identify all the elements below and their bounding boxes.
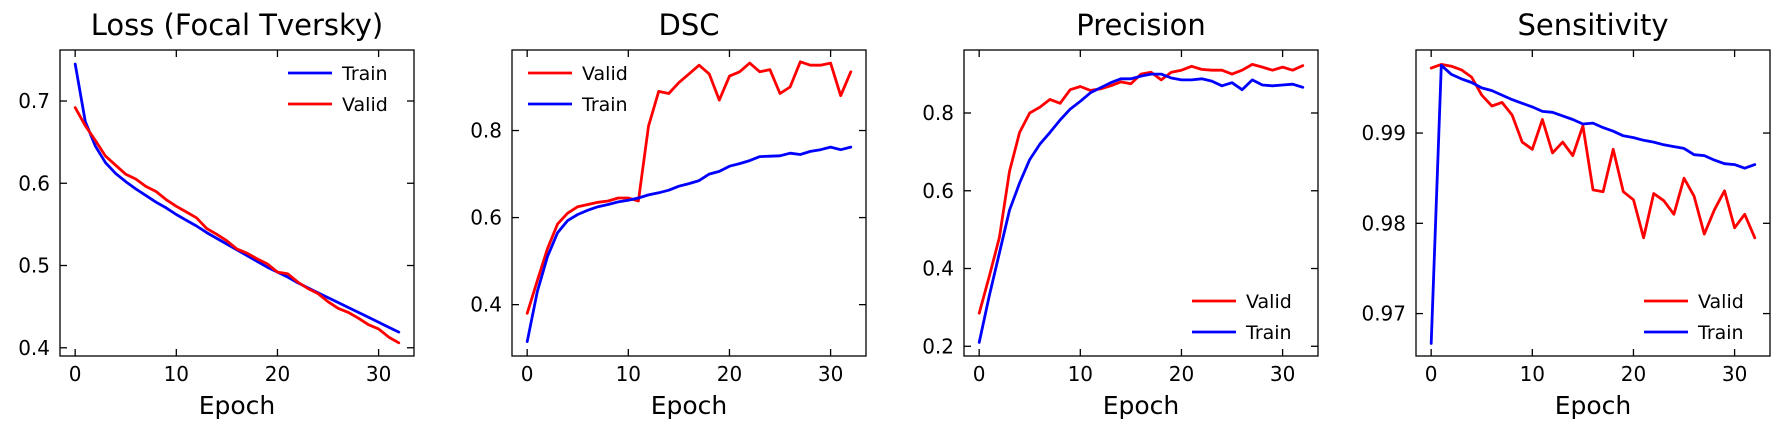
- series-line-train: [1429, 63, 1757, 345]
- legend-label: Valid: [342, 94, 388, 116]
- y-tick-label: 0.97: [1361, 302, 1406, 326]
- y-tick-label: 0.8: [922, 101, 954, 125]
- chart-title: DSC: [659, 8, 720, 42]
- chart-title: Sensitivity: [1518, 8, 1669, 42]
- x-tick-label: 20: [717, 362, 742, 386]
- chart-title: Loss (Focal Tversky): [91, 8, 384, 42]
- y-tick-label: 0.4: [922, 257, 954, 281]
- series-line-train: [525, 145, 853, 344]
- plot-frame: [59, 49, 415, 357]
- y-tick-label: 0.7: [18, 89, 50, 113]
- y-tick-label: 0.2: [922, 334, 954, 358]
- series-line-valid: [73, 106, 401, 345]
- chart-panel-3: Precision 0 10 20 30 0.2 0.4 0.6 0.8 Epoch Valid Tr…: [922, 8, 1319, 420]
- x-axis-label: Epoch: [1555, 391, 1632, 420]
- y-tick-label: 0.4: [470, 293, 502, 317]
- chart-title: Precision: [1076, 8, 1205, 42]
- x-tick-label: 30: [1722, 362, 1747, 386]
- legend-label: Valid: [582, 63, 628, 85]
- x-tick-label: 20: [1621, 362, 1646, 386]
- y-tick-label: 0.6: [470, 206, 502, 230]
- plot-frame: [1415, 49, 1771, 357]
- legend: Valid Train: [1192, 291, 1292, 344]
- y-tick-label: 0.99: [1361, 121, 1406, 145]
- x-axis-label: Epoch: [651, 391, 728, 420]
- y-tick-label: 0.8: [470, 119, 502, 143]
- x-tick-label: 30: [1270, 362, 1295, 386]
- x-axis-label: Epoch: [199, 391, 276, 420]
- series-line-valid: [1429, 63, 1757, 240]
- chart-panel-1: Loss (Focal Tversky) 0 10 20 30 0.4 0.5 0.6 0.7 E…: [18, 8, 415, 420]
- x-tick-label: 0: [1425, 362, 1438, 386]
- legend-label: Valid: [1698, 291, 1744, 313]
- x-axis-label: Epoch: [1103, 391, 1180, 420]
- y-tick-label: 0.98: [1361, 211, 1406, 235]
- legend-label: Train: [341, 63, 388, 85]
- legend: Valid Train: [528, 63, 628, 116]
- x-tick-label: 10: [1520, 362, 1545, 386]
- legend-label: Train: [1245, 322, 1292, 344]
- x-tick-label: 30: [818, 362, 843, 386]
- chart-panel-4: Sensitivity 0 10 20 30 0.97 0.98 0.99 Epoch Valid…: [1361, 8, 1771, 420]
- series-line-valid: [977, 63, 1305, 315]
- legend: Valid Train: [1644, 291, 1744, 344]
- legend-label: Valid: [1246, 291, 1292, 313]
- chart-panel-2: DSC 0 10 20 30 0.4 0.6 0.8 Epoch Valid Train: [470, 8, 867, 420]
- x-tick-label: 0: [69, 362, 82, 386]
- legend: Train Valid: [288, 63, 388, 116]
- x-tick-label: 10: [164, 362, 189, 386]
- plot-frame: [963, 49, 1319, 357]
- x-tick-label: 20: [265, 362, 290, 386]
- y-tick-label: 0.5: [18, 254, 50, 278]
- series-line-train: [977, 72, 1305, 344]
- legend-label: Train: [581, 94, 628, 116]
- legend-label: Train: [1697, 322, 1744, 344]
- x-tick-label: 20: [1169, 362, 1194, 386]
- x-tick-label: 30: [366, 362, 391, 386]
- y-tick-label: 0.6: [922, 179, 954, 203]
- x-tick-label: 10: [616, 362, 641, 386]
- plot-frame: [511, 49, 867, 357]
- x-tick-label: 0: [521, 362, 534, 386]
- series-line-valid: [525, 60, 853, 315]
- y-tick-label: 0.6: [18, 171, 50, 195]
- y-tick-label: 0.4: [18, 336, 50, 360]
- x-tick-label: 0: [973, 362, 986, 386]
- x-tick-label: 10: [1068, 362, 1093, 386]
